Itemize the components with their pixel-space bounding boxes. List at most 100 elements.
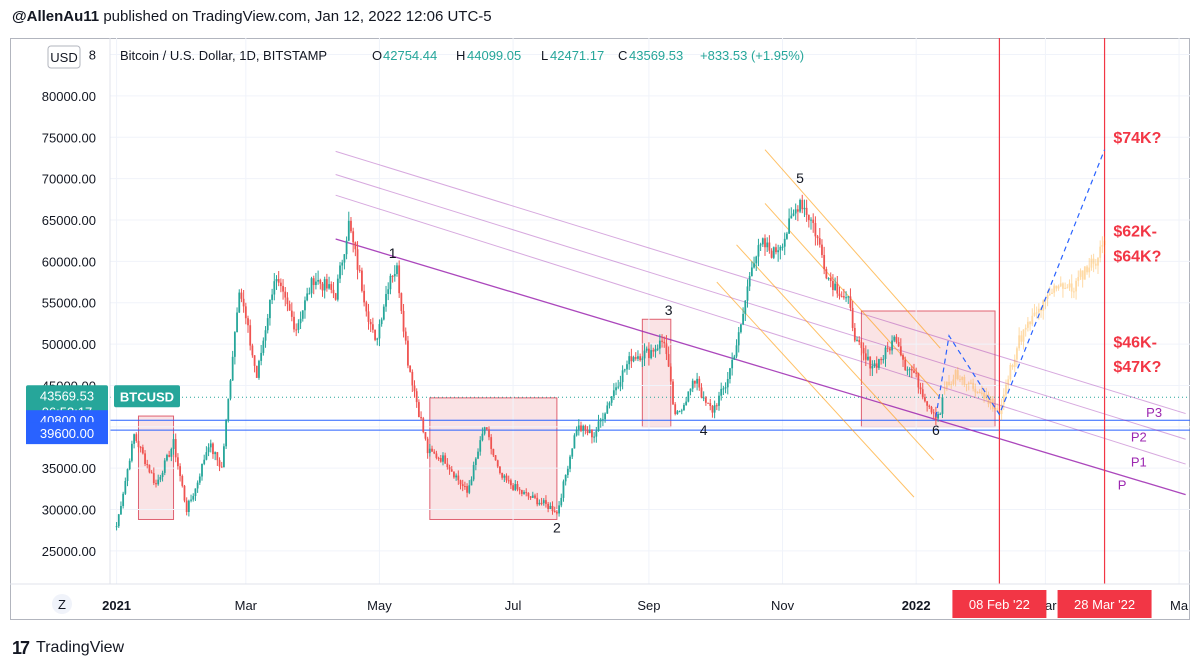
candle-body (878, 359, 880, 368)
date-tag-label: 08 Feb '22 (969, 597, 1030, 612)
candle-body (856, 339, 858, 341)
candle-body (753, 263, 755, 268)
candle-body (499, 466, 501, 473)
candle (555, 510, 558, 516)
price-chart[interactable]: 1 2 3 4 5 6 $74K? $62K- $64K? $46K- $47K? P3 P2 P1 P 2… (10, 38, 1190, 620)
projection-path-line (935, 149, 1106, 417)
candle (663, 336, 666, 348)
candle-body (444, 455, 447, 464)
candle-body (262, 340, 265, 353)
candle (398, 260, 401, 298)
legend-l-label: L (541, 48, 548, 63)
candle-body (652, 350, 655, 352)
candle-body (729, 368, 731, 380)
candle (612, 383, 615, 401)
projection-candle (1007, 375, 1010, 392)
candle-body (139, 447, 142, 449)
candle (382, 304, 385, 321)
candle (325, 273, 328, 292)
tradingview-logo[interactable]: 17 (12, 637, 30, 658)
candle-body (264, 330, 267, 341)
candle-body (1090, 258, 1093, 268)
candle (201, 463, 203, 481)
candle (895, 334, 898, 344)
candle (796, 205, 799, 222)
candle (888, 346, 891, 355)
zoom-button[interactable]: Z (52, 594, 72, 614)
candle (233, 331, 236, 365)
candle-body (549, 505, 552, 509)
candle-body (709, 403, 712, 406)
candle-body (501, 472, 504, 478)
candle (260, 344, 263, 366)
candle-body (1062, 283, 1064, 289)
date-tag[interactable] (1057, 590, 1152, 618)
candle-body (244, 306, 247, 319)
candle-body (573, 435, 576, 449)
candle (878, 358, 880, 370)
projection-candle (970, 379, 972, 385)
candle (361, 267, 363, 293)
projection-candle (1070, 274, 1073, 299)
candle-body (284, 291, 287, 298)
candle-body (393, 273, 396, 277)
projection-candle (967, 381, 970, 391)
candle (726, 371, 729, 395)
candle (864, 345, 867, 367)
projection-candle (961, 376, 964, 386)
candle (227, 398, 230, 423)
candle (389, 273, 392, 295)
candle-body (641, 358, 644, 361)
projection-candle (1005, 379, 1007, 399)
candle (869, 356, 872, 376)
candle-body (985, 394, 988, 399)
candle-body (941, 397, 944, 414)
candle-body (924, 397, 926, 402)
candle-body (805, 207, 808, 215)
candle-body (683, 404, 685, 411)
projection-candle (952, 374, 955, 386)
candle-body (821, 244, 823, 256)
candle-body (450, 469, 453, 472)
candle (626, 360, 628, 375)
ticker-tag[interactable] (114, 385, 180, 408)
y-tick-label: 70000.00 (42, 172, 96, 187)
level-tag-2[interactable] (26, 422, 108, 445)
x-tick-label: Jul (505, 598, 522, 613)
candle (459, 479, 462, 490)
last-price-value: 43569.53 (40, 388, 94, 403)
candle-body (715, 405, 718, 407)
projection-candle (1031, 308, 1034, 327)
candle (588, 424, 591, 434)
candle (354, 241, 357, 257)
candle-body (1079, 270, 1082, 277)
candle (715, 403, 718, 411)
projection-candle (1022, 329, 1025, 350)
currency-button[interactable]: USD (47, 45, 81, 69)
candle-body (917, 372, 920, 388)
projection-candle (1062, 282, 1064, 298)
candle-body (161, 472, 164, 478)
tradingview-brand[interactable]: TradingView (36, 639, 125, 656)
wave-label-5: 5 (796, 170, 804, 186)
y-tick-label: 75000.00 (42, 130, 96, 145)
author-handle[interactable]: @AllenAu11 (12, 8, 100, 25)
y-tick-label: 25000.00 (42, 544, 96, 559)
candle-body (606, 405, 609, 414)
candle (374, 329, 376, 342)
candle (816, 234, 819, 246)
candle (696, 372, 698, 391)
candle-body (845, 297, 847, 299)
candle (722, 385, 725, 395)
candle-body (943, 387, 946, 389)
candle (183, 484, 186, 503)
legend-open: 42754.44 (383, 48, 437, 63)
projection-candle (959, 375, 961, 383)
candle-body (1070, 283, 1073, 292)
candle (192, 493, 195, 502)
candle-body (488, 429, 490, 438)
candle-body (720, 388, 723, 396)
candle-body (369, 321, 372, 325)
date-tag[interactable] (952, 590, 1047, 618)
candle (277, 271, 280, 287)
